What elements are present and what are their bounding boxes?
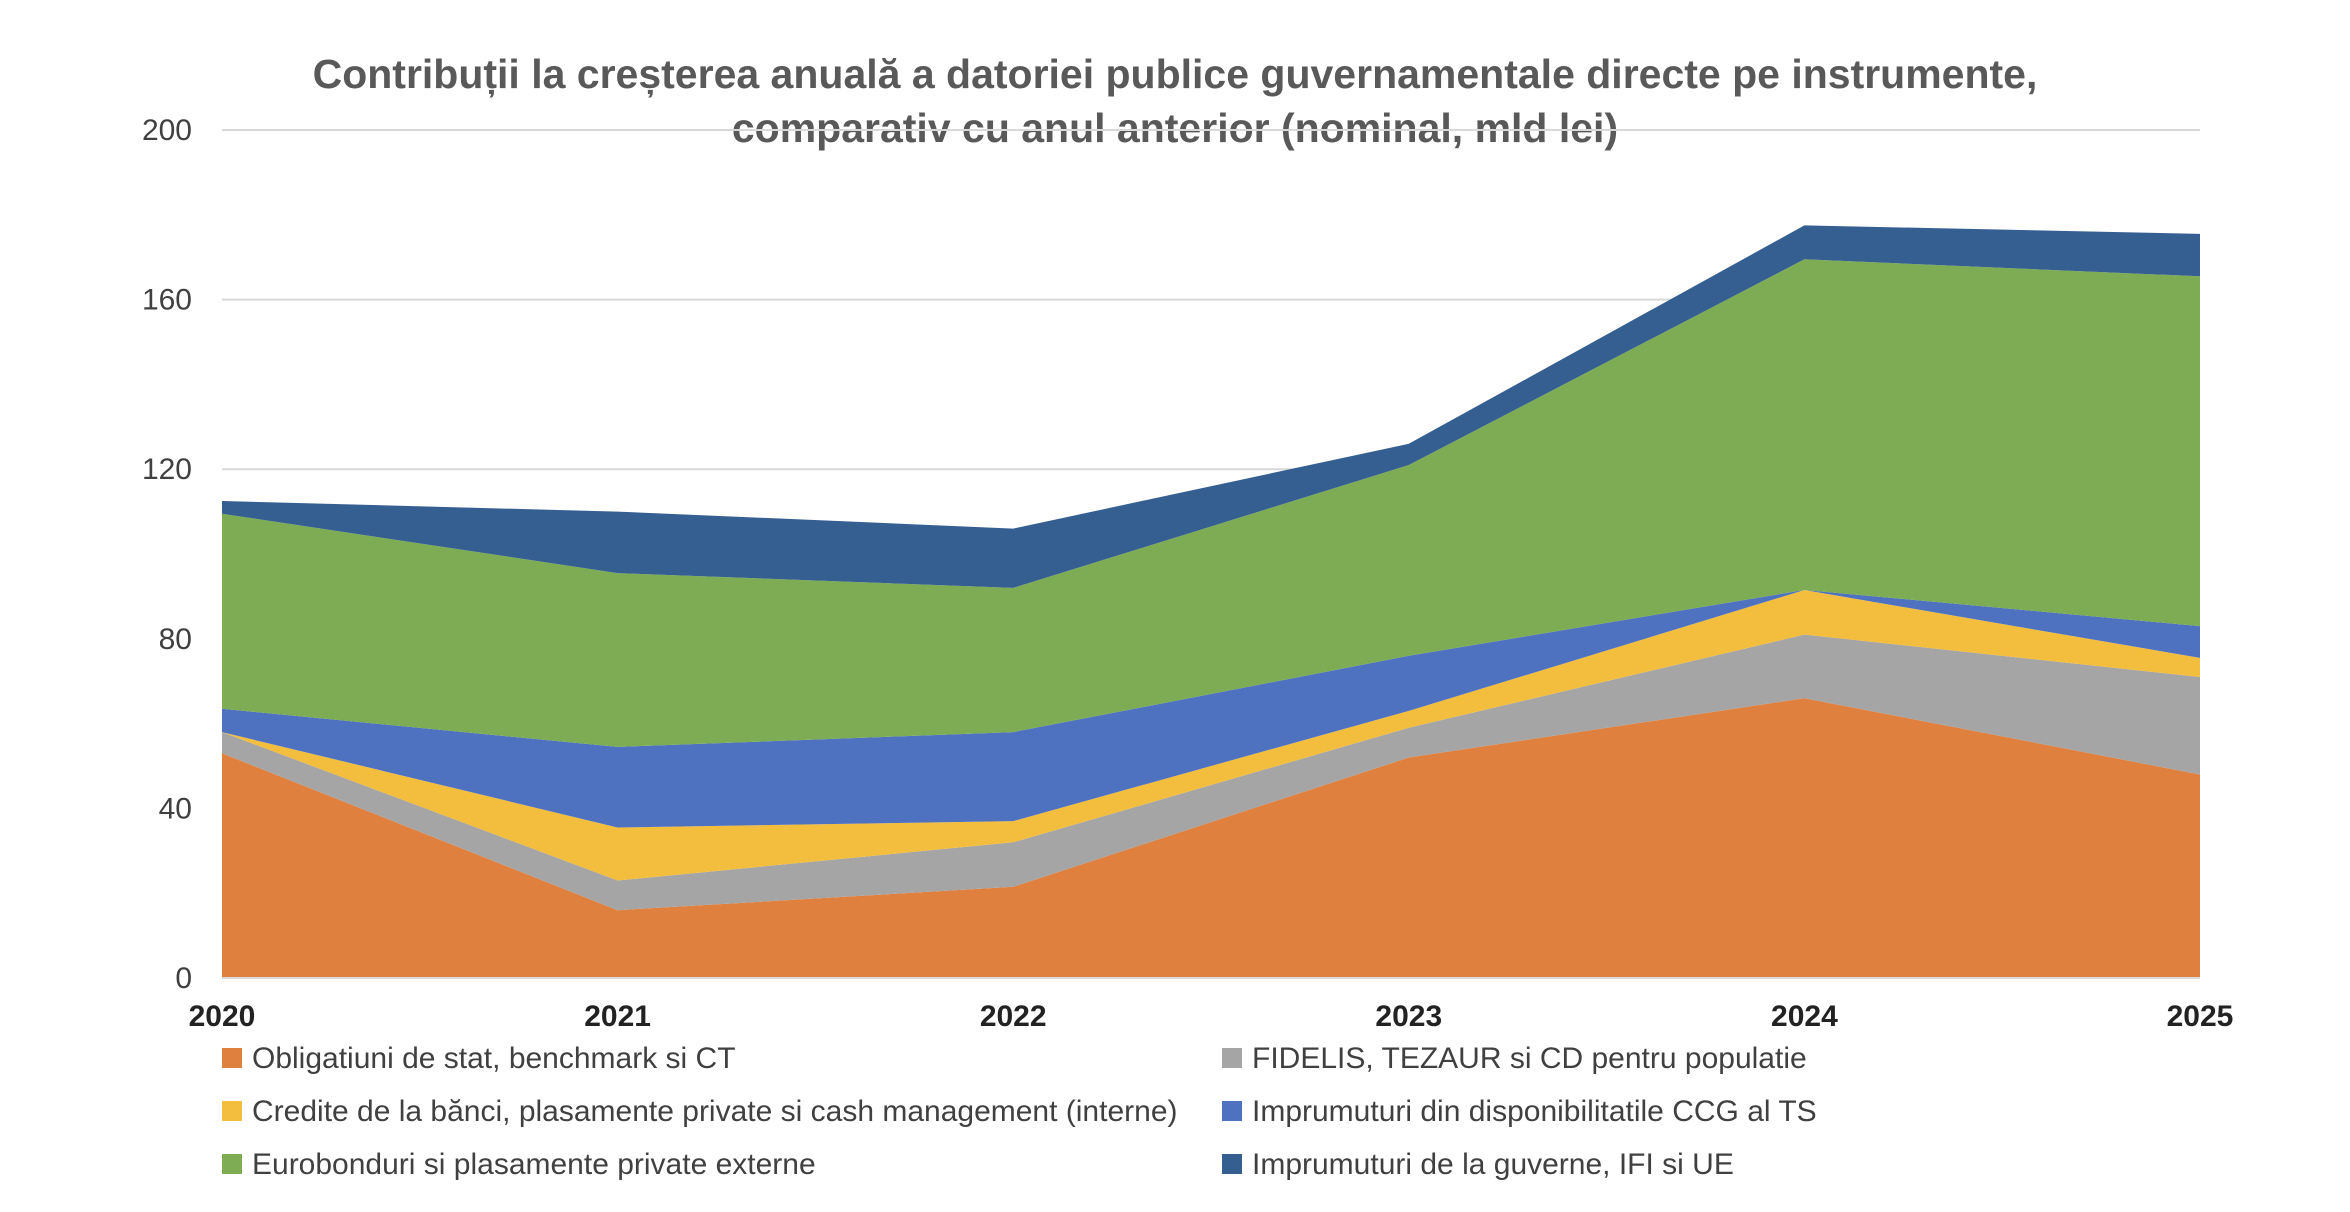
area-series-1 <box>222 698 2200 978</box>
x-tick-label: 2024 <box>1771 1000 1838 1033</box>
legend-item: Eurobonduri si plasamente private extern… <box>222 1148 816 1181</box>
legend-swatch <box>1222 1048 1242 1068</box>
legend-label: Imprumuturi de la guverne, IFI si UE <box>1252 1148 1734 1181</box>
x-tick-label: 2023 <box>1375 1000 1442 1033</box>
area-series-4 <box>222 590 2200 828</box>
legend-item: Credite de la bănci, plasamente private … <box>222 1095 1178 1128</box>
area-series-6 <box>222 225 2200 588</box>
y-tick-label: 0 <box>175 962 192 995</box>
y-axis: 0 40 80 120 160 200 <box>142 114 192 995</box>
legend-label: Obligatiuni de stat, benchmark si CT <box>252 1042 736 1075</box>
x-tick-label: 2025 <box>2167 1000 2234 1033</box>
x-tick-label: 2021 <box>584 1000 651 1033</box>
legend-item: Obligatiuni de stat, benchmark si CT <box>222 1042 736 1075</box>
legend-item: Imprumuturi de la guverne, IFI si UE <box>1222 1148 1734 1181</box>
legend-label: Eurobonduri si plasamente private extern… <box>252 1148 816 1181</box>
y-tick-label: 160 <box>142 284 192 317</box>
area-series <box>222 225 2200 978</box>
chart-title: Contribuții la creșterea anuală a datori… <box>313 51 2038 151</box>
legend-label: Credite de la bănci, plasamente private … <box>252 1095 1178 1128</box>
legend-swatch <box>1222 1154 1242 1174</box>
y-tick-label: 120 <box>142 453 192 486</box>
legend-label: Imprumuturi din disponibilitatile CCG al… <box>1252 1095 1817 1128</box>
legend: Obligatiuni de stat, benchmark si CT FIDE… <box>222 1042 1817 1181</box>
legend-swatch <box>1222 1101 1242 1121</box>
legend-swatch <box>222 1101 242 1121</box>
legend-swatch <box>222 1154 242 1174</box>
legend-swatch <box>222 1048 242 1068</box>
area-series-2 <box>222 634 2200 911</box>
legend-item: Imprumuturi din disponibilitatile CCG al… <box>1222 1095 1817 1128</box>
x-axis: 2020 2021 2022 2023 2024 2025 <box>189 977 2234 1033</box>
chart-title-line-2: comparativ cu anul anterior (nominal, ml… <box>732 105 1618 151</box>
chart-title-line-1: Contribuții la creșterea anuală a datori… <box>313 51 2038 97</box>
area-series-5 <box>222 259 2200 747</box>
y-tick-label: 80 <box>159 623 192 656</box>
x-tick-label: 2020 <box>189 1000 256 1033</box>
x-tick-label: 2022 <box>980 1000 1047 1033</box>
legend-item: FIDELIS, TEZAUR si CD pentru populatie <box>1222 1042 1807 1075</box>
y-tick-label: 40 <box>159 792 192 825</box>
legend-label: FIDELIS, TEZAUR si CD pentru populatie <box>1252 1042 1807 1075</box>
y-tick-label: 200 <box>142 114 192 147</box>
